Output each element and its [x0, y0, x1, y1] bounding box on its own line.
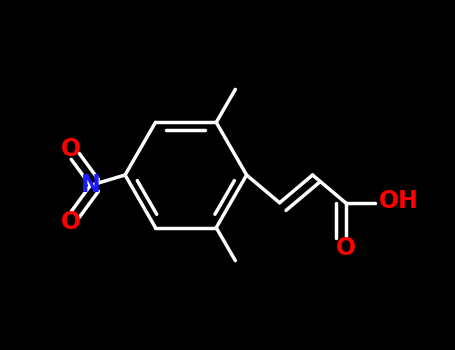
Text: O: O — [61, 137, 81, 161]
Text: O: O — [335, 236, 356, 260]
Text: O: O — [61, 210, 81, 234]
Text: OH: OH — [379, 189, 419, 213]
Text: N: N — [81, 173, 100, 197]
